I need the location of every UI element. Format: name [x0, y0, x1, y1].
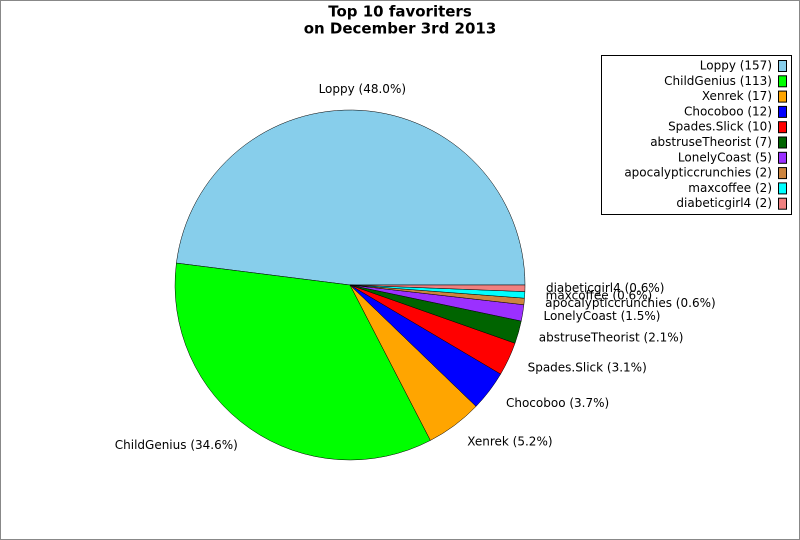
- legend-swatch: [778, 151, 787, 164]
- slice-label: apocalypticcrunchies (0.6%): [545, 296, 716, 310]
- slice-label: Loppy (48.0%): [319, 82, 406, 96]
- legend-label: Loppy (157): [700, 59, 772, 73]
- legend-label: abstruseTheorist (7): [650, 135, 772, 149]
- legend-label: ChildGenius (113): [664, 74, 772, 88]
- legend-swatch: [778, 90, 787, 103]
- slice-label: LonelyCoast (1.5%): [543, 309, 660, 323]
- legend-swatch: [778, 167, 787, 180]
- slice-label: diabeticgirl4 (0.6%): [546, 281, 664, 295]
- legend-swatch: [778, 182, 787, 195]
- pie-slice: [176, 109, 526, 286]
- chart-title: on December 3rd 2013: [304, 20, 497, 38]
- legend-swatch: [778, 60, 787, 72]
- legend-swatch: [778, 136, 787, 149]
- slice-label: Chocoboo (3.7%): [506, 396, 609, 410]
- slice-label: Xenrek (5.2%): [467, 435, 552, 449]
- legend-swatch: [778, 105, 787, 118]
- slice-label: ChildGenius (34.6%): [115, 438, 238, 452]
- legend-label: Spades.Slick (10): [668, 120, 772, 134]
- slice-label: Spades.Slick (3.1%): [528, 360, 647, 374]
- pie-slice: [174, 262, 431, 461]
- legend-swatch: [778, 121, 787, 134]
- slice-label: abstruseTheorist (2.1%): [539, 330, 684, 344]
- legend-label: Chocoboo (12): [684, 104, 772, 118]
- legend-label: diabeticgirl4 (2): [676, 196, 772, 210]
- pie-slice: [349, 284, 526, 292]
- legend-swatch: [778, 197, 787, 210]
- slice-label: maxcoffee (0.6%): [546, 289, 653, 303]
- legend-label: maxcoffee (2): [688, 181, 772, 195]
- legend-box: [601, 55, 792, 215]
- legend-label: Xenrek (17): [702, 89, 772, 103]
- legend-label: apocalypticcrunchies (2): [624, 166, 772, 180]
- legend-swatch: [778, 75, 787, 88]
- legend-label: LonelyCoast (5): [678, 150, 772, 164]
- chart-title: Top 10 favoriters: [328, 3, 472, 21]
